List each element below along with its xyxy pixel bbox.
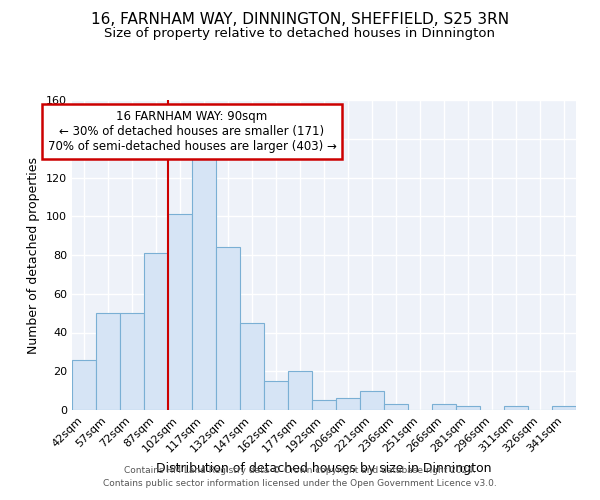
Bar	[360, 390, 384, 410]
Bar	[72, 360, 96, 410]
Bar	[312, 400, 336, 410]
Text: Contains HM Land Registry data © Crown copyright and database right 2024.
Contai: Contains HM Land Registry data © Crown c…	[103, 466, 497, 487]
Bar	[288, 371, 312, 410]
Bar	[336, 398, 360, 410]
Bar	[192, 156, 216, 410]
Text: 16 FARNHAM WAY: 90sqm
← 30% of detached houses are smaller (171)
70% of semi-det: 16 FARNHAM WAY: 90sqm ← 30% of detached …	[47, 110, 337, 152]
X-axis label: Distribution of detached houses by size in Dinnington: Distribution of detached houses by size …	[156, 462, 492, 475]
Bar	[240, 323, 264, 410]
Bar	[144, 253, 168, 410]
Text: Size of property relative to detached houses in Dinnington: Size of property relative to detached ho…	[104, 28, 496, 40]
Bar	[168, 214, 192, 410]
Y-axis label: Number of detached properties: Number of detached properties	[28, 156, 40, 354]
Bar	[432, 404, 456, 410]
Text: 16, FARNHAM WAY, DINNINGTON, SHEFFIELD, S25 3RN: 16, FARNHAM WAY, DINNINGTON, SHEFFIELD, …	[91, 12, 509, 28]
Bar	[120, 313, 144, 410]
Bar	[96, 313, 120, 410]
Bar	[504, 406, 528, 410]
Bar	[264, 381, 288, 410]
Bar	[216, 247, 240, 410]
Bar	[384, 404, 408, 410]
Bar	[552, 406, 576, 410]
Bar	[456, 406, 480, 410]
